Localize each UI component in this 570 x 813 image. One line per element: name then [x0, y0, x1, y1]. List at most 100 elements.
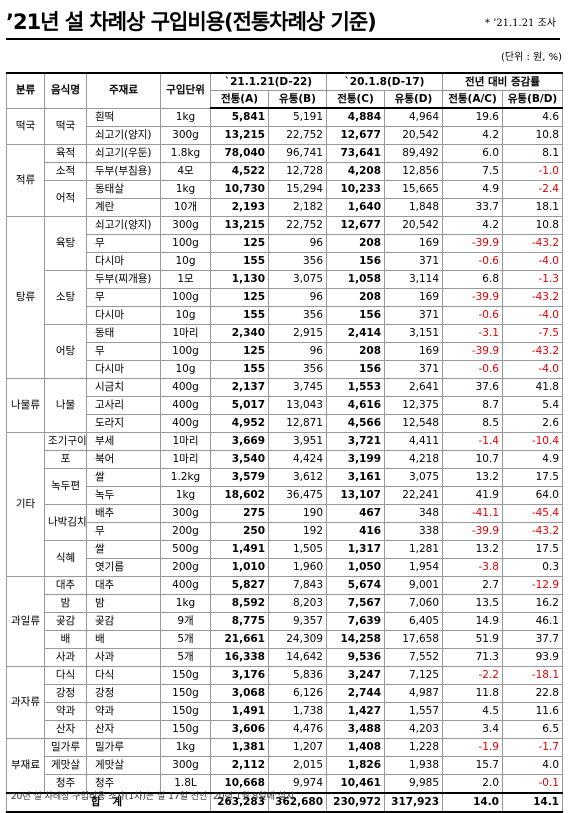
trad-a-cell: 8,592	[210, 594, 269, 613]
ingredient-cell: 무	[86, 342, 161, 361]
change-ac-cell: 37.6	[442, 378, 503, 397]
unit-cell: 300g	[160, 756, 211, 775]
change-ac-cell: 51.9	[442, 630, 503, 649]
dist-b-cell: 13,043	[268, 396, 327, 415]
dist-d-cell: 17,658	[384, 630, 443, 649]
change-ac-cell: 3.4	[442, 720, 503, 739]
change-ac-cell: 4.2	[442, 216, 503, 235]
change-bd-cell: -2.4	[502, 180, 563, 199]
survey-date: * ’21.1.21 조사	[484, 18, 556, 29]
ingredient-cell: 쇠고기(양지)	[86, 126, 161, 145]
change-bd-cell: 6.5	[502, 720, 563, 739]
table-row: 무 200g 250 192 416 338 -39.9 -43.2	[7, 522, 563, 541]
dist-b-cell: 1,960	[268, 558, 327, 577]
change-ac-cell: 19.6	[442, 107, 503, 127]
change-bd-cell: 4.0	[502, 756, 563, 775]
unit-cell: 1kg	[160, 738, 211, 757]
trad-a-cell: 13,215	[210, 216, 269, 235]
food-cell: 나물	[44, 378, 87, 433]
ingredient-cell: 배추	[86, 504, 161, 523]
dist-b-cell: 22,752	[268, 126, 327, 145]
dist-b-cell: 9,974	[268, 774, 327, 794]
unit-cell: 1모	[160, 270, 211, 289]
food-cell: 다식	[44, 666, 87, 685]
ingredient-cell: 두부(부침용)	[86, 162, 161, 181]
table-row: 과일류 대추 대추 400g 5,827 7,843 5,674 9,001 2.7 -12.9	[6, 576, 563, 667]
ingredient-cell: 강정	[86, 684, 161, 703]
ingredient-cell: 무	[86, 288, 161, 307]
unit-cell: 100g	[160, 234, 211, 253]
change-ac-cell: -0.6	[442, 360, 503, 379]
trad-a-cell: 155	[210, 360, 269, 379]
trad-c-cell: 10,233	[326, 180, 385, 199]
dist-d-cell: 169	[384, 342, 443, 361]
ingredient-cell: 곶감	[86, 612, 161, 631]
change-bd-cell: -18.1	[502, 666, 563, 685]
dist-b-cell: 4,424	[268, 450, 327, 469]
change-ac-cell: -41.1	[442, 504, 503, 523]
trad-c-cell: 1,058	[326, 270, 385, 289]
unit-cell: 1마리	[160, 432, 211, 451]
ingredient-cell: 쌀	[86, 540, 161, 559]
change-ac-cell: 41.9	[442, 486, 503, 505]
ingredient-cell: 고사리	[86, 396, 161, 415]
unit-cell: 1마리	[160, 324, 211, 343]
unit-cell: 500g	[160, 540, 211, 559]
trad-a-cell: 3,176	[210, 666, 269, 685]
change-bd-cell: 46.1	[502, 612, 563, 631]
ingredient-cell: 배	[86, 630, 161, 649]
trad-a-cell: 5,017	[210, 396, 269, 415]
ingredient-cell: 쌀	[86, 468, 161, 487]
change-bd-cell: -4.0	[502, 306, 563, 325]
trad-c-cell: 12,677	[326, 126, 385, 145]
trad-c-cell: 1,826	[326, 756, 385, 775]
table-row: 사과 사과 5개 16,338 14,642 9,536 7,552 71.3 93.9	[7, 648, 563, 667]
food-cell: 사과	[44, 648, 87, 667]
trad-a-cell: 1,010	[210, 558, 269, 577]
dist-d-cell: 1,557	[384, 702, 443, 721]
category-cell: 나물류	[6, 378, 45, 433]
table-body: 떡국 떡국 흰떡 1kg 5,841 5,191 4,884 4,964 19.6 4.6 쇠고기(…	[6, 107, 563, 794]
trad-a-cell: 1,381	[210, 738, 269, 757]
unit-cell: 200g	[160, 522, 211, 541]
dist-d-cell: 1,228	[384, 738, 443, 757]
trad-c-cell: 156	[326, 360, 385, 379]
dist-d-cell: 1,281	[384, 540, 443, 559]
trad-c-cell: 1,050	[326, 558, 385, 577]
ingredient-cell: 사과	[86, 648, 161, 667]
unit-cell: 400g	[160, 576, 211, 595]
trad-a-cell: 3,579	[210, 468, 269, 487]
trad-a-cell: 5,841	[210, 107, 269, 127]
change-ac-cell: 7.5	[442, 162, 503, 181]
trad-c-cell: 2,744	[326, 684, 385, 703]
category-cell: 떡국	[6, 107, 45, 145]
ingredient-cell: 부세	[86, 432, 161, 451]
ingredient-cell: 무	[86, 522, 161, 541]
dist-d-cell: 1,848	[384, 198, 443, 217]
trad-c-cell: 13,107	[326, 486, 385, 505]
table-row: 떡국 떡국 흰떡 1kg 5,841 5,191 4,884 4,964 19.6 4.6	[6, 107, 563, 145]
trad-a-cell: 3,068	[210, 684, 269, 703]
change-bd-cell: 64.0	[502, 486, 563, 505]
change-ac-cell: 71.3	[442, 648, 503, 667]
change-ac-cell: -3.1	[442, 324, 503, 343]
ingredient-cell: 동태	[86, 324, 161, 343]
dist-d-cell: 2,641	[384, 378, 443, 397]
dist-d-cell: 371	[384, 360, 443, 379]
dist-b-cell: 192	[268, 522, 327, 541]
food-cell: 곶감	[44, 612, 87, 631]
table-row: 다시마 10g 155 356 156 371 -0.6 -4.0	[7, 360, 563, 379]
dist-d-cell: 1,954	[384, 558, 443, 577]
change-ac-cell: 13.5	[442, 594, 503, 613]
trad-c-cell: 156	[326, 252, 385, 271]
trad-c-cell: 3,161	[326, 468, 385, 487]
category-cell: 부재료	[6, 738, 45, 794]
change-ac-cell: 4.9	[442, 180, 503, 199]
table-row: 녹두 1kg 18,602 36,475 13,107 22,241 41.9 64.0	[7, 486, 563, 505]
header-unit: 구입단위	[160, 72, 211, 109]
change-bd-cell: -1.0	[502, 162, 563, 181]
table-row: 밤 밤 1kg 8,592 8,203 7,567 7,060 13.5 16.2	[7, 594, 563, 613]
trad-a-cell: 5,827	[210, 576, 269, 595]
dist-b-cell: 356	[268, 360, 327, 379]
change-bd-cell: -43.2	[502, 522, 563, 541]
